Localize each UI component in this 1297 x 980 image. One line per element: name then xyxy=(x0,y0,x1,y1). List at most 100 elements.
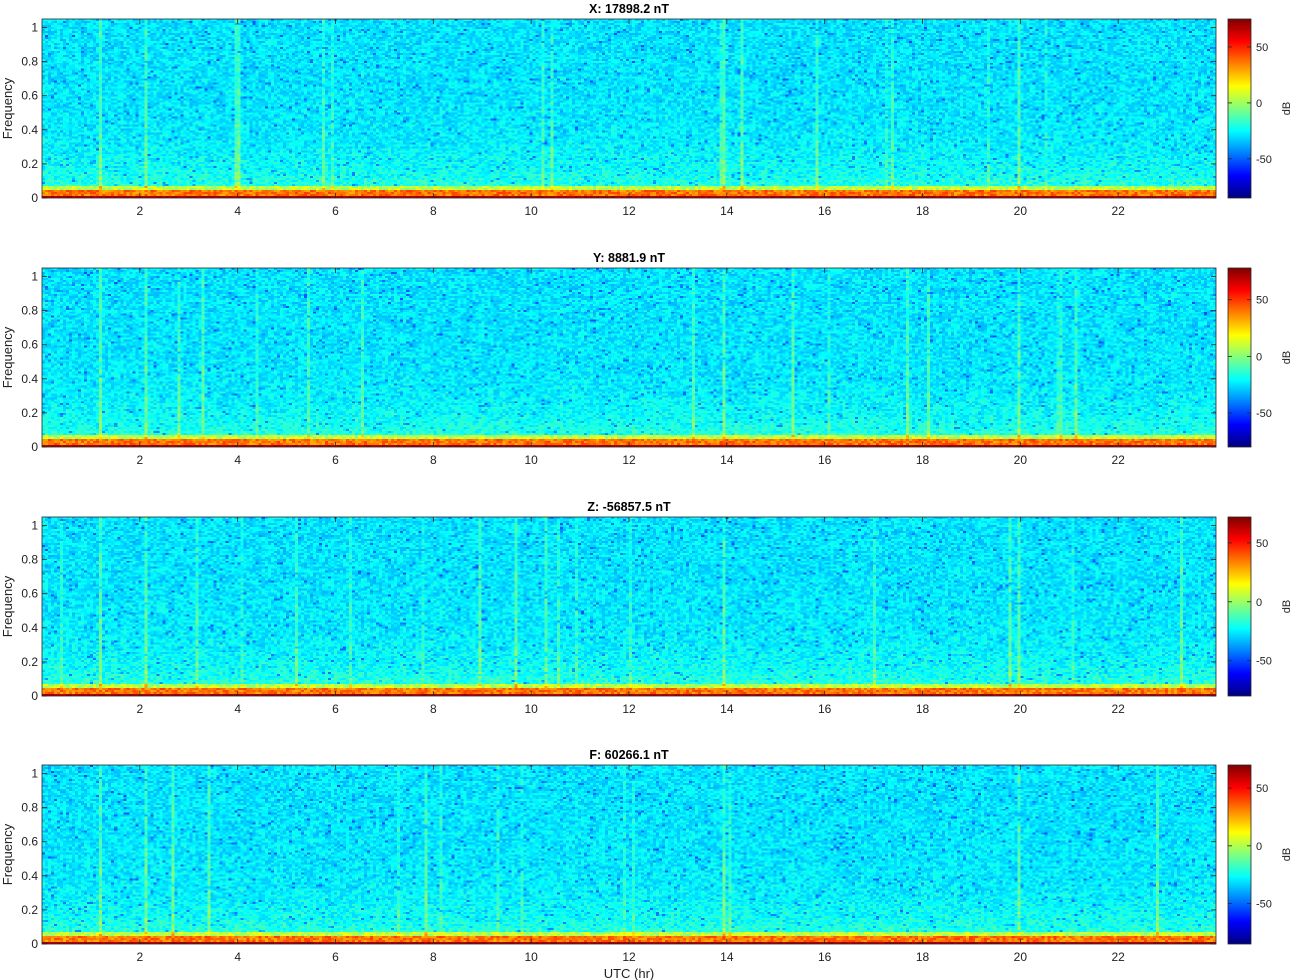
y-tick-label: 1 xyxy=(31,21,38,35)
y-tick-label: 1 xyxy=(31,519,38,533)
colorbar-tick-label: 50 xyxy=(1256,783,1268,795)
colorbar-gradient xyxy=(1228,517,1251,696)
y-tick-label: 0.6 xyxy=(21,338,38,352)
x-tick-label: 14 xyxy=(720,204,734,218)
y-tick-label: 0 xyxy=(31,191,38,205)
y-tick-label: 0.8 xyxy=(21,801,38,815)
x-tick-label: 4 xyxy=(234,453,241,467)
subplot-title: Y: 8881.9 nT xyxy=(593,251,665,265)
y-tick-label: 0.8 xyxy=(21,304,38,318)
colorbar: -50 0 50 dB xyxy=(1227,764,1293,945)
x-tick-label: 22 xyxy=(1111,950,1125,964)
y-tick-label: 0.6 xyxy=(21,89,38,103)
colorbar-tick-label: -50 xyxy=(1256,656,1272,668)
x-tick-label: 6 xyxy=(332,204,339,218)
y-tick-label: 0.6 xyxy=(21,587,38,601)
x-tick-label: 20 xyxy=(1014,702,1028,716)
y-tick-label: 0.6 xyxy=(21,835,38,849)
colorbar-tick-label: -50 xyxy=(1256,408,1272,420)
y-tick-label: 1 xyxy=(31,270,38,284)
x-tick-label: 20 xyxy=(1014,204,1028,218)
x-tick-label: 6 xyxy=(332,453,339,467)
spectrogram-image xyxy=(42,517,1216,696)
colorbar-tick-label: 0 xyxy=(1256,841,1262,853)
y-tick-label: 0.2 xyxy=(21,655,38,669)
y-tick-label: 0.2 xyxy=(21,903,38,917)
colorbar-label: dB xyxy=(1281,351,1293,364)
x-tick-label: 8 xyxy=(430,702,437,716)
x-tick-label: 20 xyxy=(1014,453,1028,467)
colorbar-tick-label: 0 xyxy=(1256,351,1262,363)
x-tick-label: 16 xyxy=(818,950,832,964)
x-tick-label: 4 xyxy=(234,950,241,964)
subplot-3: Z: -56857.5 nT2 4 6 8 10 12 14 16 18 20 2200.20.40… xyxy=(0,500,1293,716)
x-tick-label: 10 xyxy=(524,204,538,218)
colorbar-tick-label: 0 xyxy=(1256,98,1262,110)
x-tick-label: 12 xyxy=(622,702,636,716)
colorbar-tick-label: 0 xyxy=(1256,597,1262,609)
y-tick-label: 0.4 xyxy=(21,869,38,883)
x-tick-label: 10 xyxy=(524,453,538,467)
x-tick-label: 2 xyxy=(136,950,143,964)
colorbar: -50 0 50 dB xyxy=(1227,267,1293,448)
colorbar-gradient xyxy=(1228,19,1251,198)
x-tick-label: 22 xyxy=(1111,702,1125,716)
x-tick-label: 8 xyxy=(430,204,437,218)
x-tick-label: 4 xyxy=(234,204,241,218)
spectrogram-image xyxy=(42,765,1216,944)
colorbar-frame xyxy=(1227,267,1252,448)
x-tick-label: 6 xyxy=(332,702,339,716)
colorbar-tick-label: -50 xyxy=(1256,899,1272,911)
x-tick-label: 12 xyxy=(622,204,636,218)
colorbar-tick-label: 50 xyxy=(1256,42,1268,54)
colorbar-gradient xyxy=(1228,765,1251,944)
x-tick-label: 16 xyxy=(818,204,832,218)
colorbar: -50 0 50 dB xyxy=(1227,516,1293,697)
colorbar: -50 0 50 dB xyxy=(1227,18,1293,199)
x-tick-label: 2 xyxy=(136,453,143,467)
x-tick-label: 18 xyxy=(916,702,930,716)
y-tick-label: 0.2 xyxy=(21,157,38,171)
y-tick-label: 0 xyxy=(31,937,38,951)
y-axis-label: Frequency xyxy=(0,823,15,885)
x-tick-label: 14 xyxy=(720,702,734,716)
y-tick-label: 0.4 xyxy=(21,372,38,386)
x-tick-label: 14 xyxy=(720,453,734,467)
subplot-1: X: 17898.2 nT2 4 6 8 10 12 14 16 18 20 2200.20.40.… xyxy=(0,2,1293,218)
x-tick-label: 14 xyxy=(720,950,734,964)
spectrogram-image xyxy=(42,268,1216,447)
x-tick-label: 12 xyxy=(622,950,636,964)
x-tick-label: 6 xyxy=(332,950,339,964)
y-tick-label: 0.4 xyxy=(21,123,38,137)
y-axis-label: Frequency xyxy=(0,575,15,637)
x-tick-label: 18 xyxy=(916,453,930,467)
colorbar-label: dB xyxy=(1281,848,1293,861)
x-tick-label: 12 xyxy=(622,453,636,467)
x-tick-label: 18 xyxy=(916,950,930,964)
colorbar-frame xyxy=(1227,18,1252,199)
x-tick-label: 4 xyxy=(234,702,241,716)
x-tick-label: 20 xyxy=(1014,950,1028,964)
x-tick-label: 2 xyxy=(136,204,143,218)
x-tick-label: 18 xyxy=(916,204,930,218)
colorbar-tick-label: -50 xyxy=(1256,154,1272,166)
y-tick-label: 1 xyxy=(31,767,38,781)
y-tick-label: 0.2 xyxy=(21,406,38,420)
y-tick-label: 0.8 xyxy=(21,55,38,69)
y-axis-label: Frequency xyxy=(0,326,15,388)
colorbar-tick-label: 50 xyxy=(1256,538,1268,550)
subplot-title: Z: -56857.5 nT xyxy=(587,500,671,514)
colorbar-frame xyxy=(1227,764,1252,945)
x-tick-label: 22 xyxy=(1111,204,1125,218)
y-tick-label: 0 xyxy=(31,689,38,703)
x-tick-label: 22 xyxy=(1111,453,1125,467)
colorbar-frame xyxy=(1227,516,1252,697)
x-tick-label: 8 xyxy=(430,950,437,964)
y-tick-label: 0 xyxy=(31,440,38,454)
colorbar-label: dB xyxy=(1281,102,1293,115)
x-axis-label: UTC (hr) xyxy=(604,966,655,980)
x-tick-label: 2 xyxy=(136,702,143,716)
subplot-2: Y: 8881.9 nT2 4 6 8 10 12 14 16 18 20 2200.20.40.6… xyxy=(0,251,1293,467)
colorbar-label: dB xyxy=(1281,600,1293,613)
